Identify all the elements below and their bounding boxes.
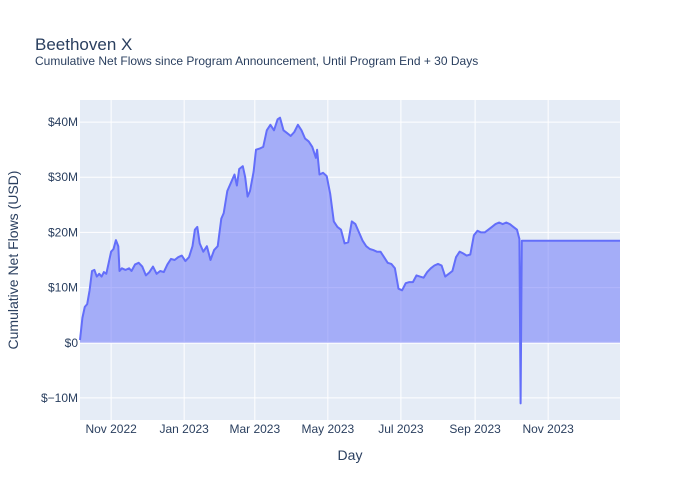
y-tick-label: $0	[65, 336, 79, 350]
x-tick-label: Nov 2022	[85, 422, 137, 436]
y-tick-label: $−10M	[41, 391, 78, 405]
y-tick-label: $20M	[48, 225, 78, 239]
x-tick-label: Jul 2023	[378, 422, 424, 436]
x-tick-label: Mar 2023	[229, 422, 280, 436]
x-tick-label: Sep 2023	[449, 422, 501, 436]
chart-subtitle: Cumulative Net Flows since Program Annou…	[35, 54, 479, 68]
y-axis-ticks: $−10M $0 $10M $20M $30M $40M	[41, 115, 78, 405]
x-tick-label: Jan 2023	[159, 422, 209, 436]
series-area	[80, 117, 620, 404]
chart-title: Beethoven X	[35, 35, 133, 54]
y-axis-title: Cumulative Net Flows (USD)	[5, 171, 21, 350]
x-axis-ticks: Nov 2022 Jan 2023 Mar 2023 May 2023 Jul 2023…	[85, 422, 574, 436]
y-tick-label: $30M	[48, 170, 78, 184]
x-tick-label: Nov 2023	[522, 422, 574, 436]
area-layer	[79, 116, 620, 405]
x-axis-title: Day	[338, 447, 363, 463]
x-tick-label: May 2023	[301, 422, 354, 436]
y-tick-label: $10M	[48, 281, 78, 295]
y-tick-label: $40M	[48, 115, 78, 129]
series-line	[79, 116, 620, 405]
